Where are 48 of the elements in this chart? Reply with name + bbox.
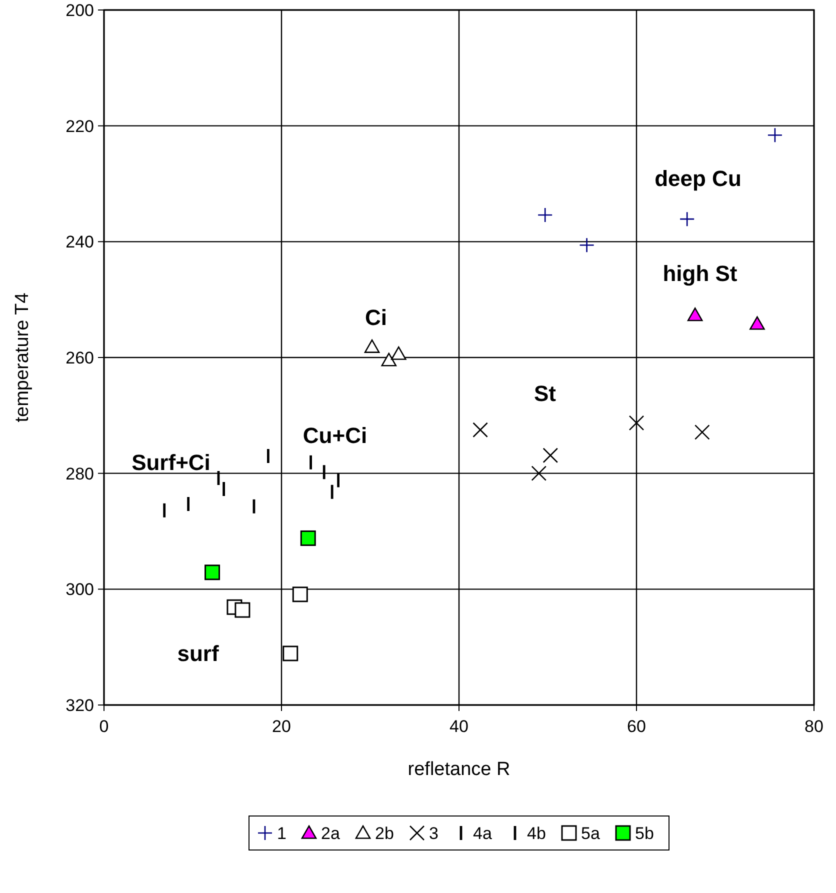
point bbox=[537, 207, 553, 223]
point bbox=[687, 308, 703, 322]
annotation: Surf+Ci bbox=[132, 450, 210, 475]
point bbox=[364, 339, 380, 353]
y-tick-label: 220 bbox=[66, 116, 94, 136]
annotation: surf bbox=[177, 640, 220, 666]
x-tick-label: 80 bbox=[804, 717, 824, 736]
point bbox=[472, 422, 488, 438]
point bbox=[292, 586, 308, 602]
annotation: Ci bbox=[365, 304, 387, 330]
point bbox=[204, 564, 220, 580]
y-tick-label: 260 bbox=[66, 348, 94, 368]
point bbox=[300, 530, 316, 546]
y-axis-title: temperature T4 bbox=[12, 292, 33, 422]
annotation: Cu+Ci bbox=[302, 422, 368, 448]
annotation: St bbox=[534, 380, 557, 406]
point bbox=[234, 602, 250, 618]
y-tick-label: 200 bbox=[66, 1, 94, 20]
point bbox=[694, 424, 710, 440]
point bbox=[542, 448, 558, 464]
point bbox=[767, 127, 783, 143]
legend-label: 4b bbox=[527, 824, 546, 843]
annotation: deep Cu bbox=[654, 166, 742, 191]
legend-label: 2a bbox=[321, 824, 340, 843]
point bbox=[679, 211, 695, 227]
point bbox=[531, 466, 547, 481]
x-tick-label: 40 bbox=[450, 717, 468, 736]
point bbox=[628, 415, 644, 431]
legend-label: 1 bbox=[277, 824, 286, 843]
y-tick-label: 240 bbox=[66, 232, 94, 252]
y-tick-label: 320 bbox=[66, 696, 94, 715]
point bbox=[750, 316, 765, 330]
point bbox=[391, 346, 406, 360]
y-tick-label: 280 bbox=[66, 464, 94, 484]
legend-label: 5b bbox=[635, 824, 654, 843]
point bbox=[282, 646, 298, 662]
legend-label: 4a bbox=[473, 824, 492, 843]
legend-label: 3 bbox=[429, 824, 438, 843]
legend-label: 5a bbox=[581, 824, 600, 843]
legend-label: 2b bbox=[375, 824, 394, 843]
x-tick-label: 20 bbox=[272, 717, 291, 736]
annotation: high St bbox=[662, 260, 738, 286]
x-axis-title: refletance R bbox=[408, 759, 510, 780]
y-tick-label: 300 bbox=[66, 580, 94, 600]
point bbox=[579, 237, 594, 253]
x-tick-label: 0 bbox=[99, 717, 109, 736]
x-tick-label: 60 bbox=[627, 717, 646, 736]
point bbox=[381, 352, 397, 366]
